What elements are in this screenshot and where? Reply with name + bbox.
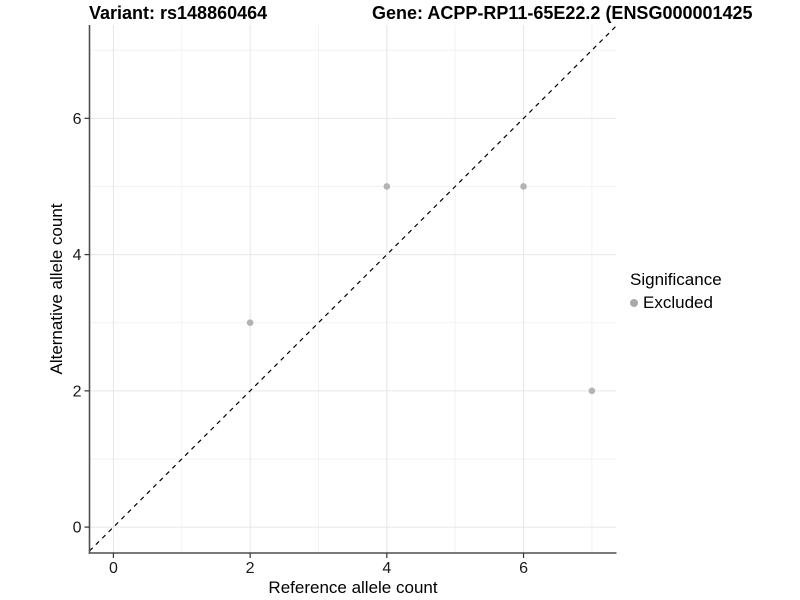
legend-title: Significance	[630, 270, 722, 289]
legend-item-label: Excluded	[643, 293, 713, 312]
x-tick-label: 4	[382, 560, 391, 577]
x-tick-label: 0	[109, 560, 118, 577]
legend-item-excluded: Excluded	[630, 293, 722, 313]
y-tick-label: 6	[73, 111, 82, 128]
x-axis-title: Reference allele count	[268, 578, 438, 597]
data-point	[383, 183, 391, 190]
legend: Significance Excluded	[630, 270, 722, 313]
identity-line	[89, 25, 617, 552]
data-point	[246, 319, 254, 327]
y-tick-label: 0	[73, 520, 82, 537]
y-tick-label: 2	[73, 383, 82, 400]
x-tick-label: 6	[519, 560, 528, 577]
plot-title-variant: Variant: rs148860464	[89, 3, 268, 23]
legend-point-icon	[630, 299, 638, 307]
y-tick-label: 4	[73, 247, 82, 264]
data-point	[520, 183, 527, 190]
y-axis-title: Alternative allele count	[47, 203, 66, 375]
plot-title-gene: Gene: ACPP-RP11-65E22.2 (ENSG000001425	[372, 3, 753, 23]
x-tick-label: 2	[246, 560, 255, 577]
data-point	[588, 387, 596, 395]
